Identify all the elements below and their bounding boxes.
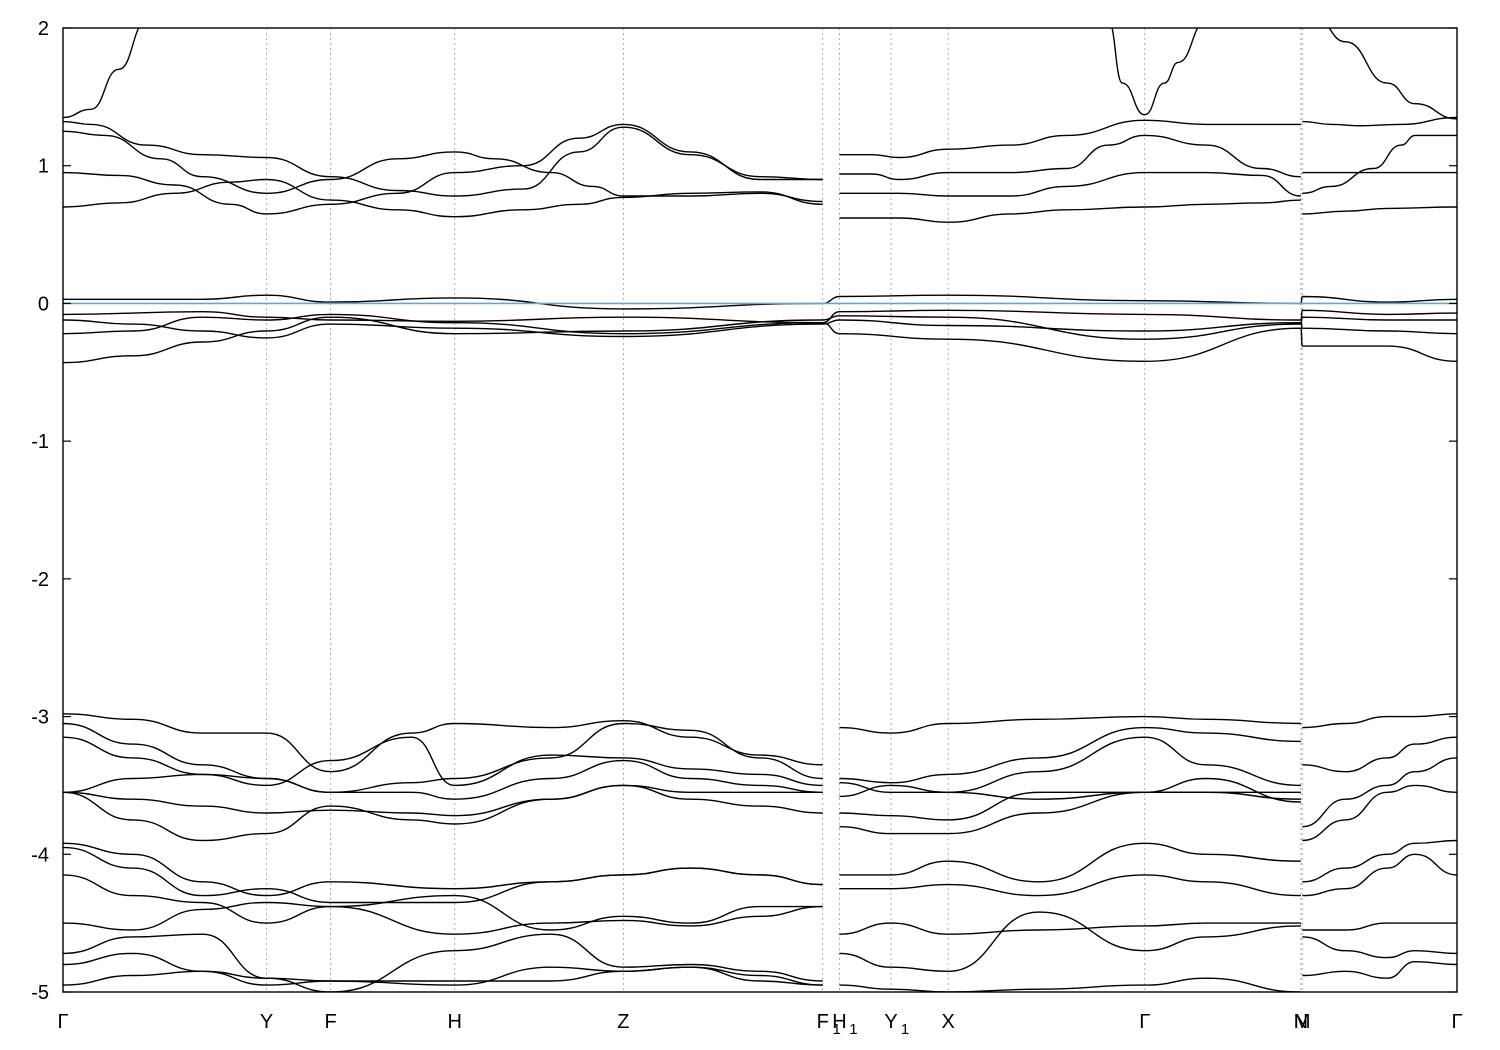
band-line [839, 922, 1301, 935]
band-line [63, 933, 823, 992]
band-line [839, 782, 1301, 800]
band-line [839, 977, 1301, 992]
band-line [1302, 853, 1457, 897]
band-line [63, 130, 823, 203]
band-line [1302, 784, 1457, 842]
band-line [63, 722, 823, 794]
band-line [1302, 206, 1457, 215]
band-line [839, 736, 1301, 798]
x-tick-label: Γ [57, 1011, 68, 1033]
x-tick-label: F [325, 1011, 337, 1033]
band-line [63, 178, 823, 218]
band-line [63, 759, 823, 800]
kpoint-divider-lines [266, 28, 1303, 992]
x-tick-label: Γ [1139, 1011, 1150, 1033]
x-tick-label: F [817, 1011, 829, 1033]
x-tick-label: M [1294, 1011, 1311, 1033]
band-line [1111, 28, 1199, 116]
band-line [839, 134, 1301, 181]
band-line [839, 777, 1301, 821]
y-tick-label: -5 [31, 982, 49, 1004]
x-tick-label: H [832, 1011, 846, 1033]
band-line [1302, 960, 1457, 979]
band-line [63, 294, 1457, 310]
band-line [839, 842, 1301, 883]
x-tick-label: Γ [1451, 1011, 1462, 1033]
band-line [839, 874, 1301, 897]
band-line [63, 901, 823, 935]
band-line [63, 966, 823, 986]
band-line [1302, 922, 1457, 931]
band-line [1302, 736, 1457, 773]
y-tick-label: 2 [38, 18, 49, 40]
band-line [1302, 134, 1457, 194]
band-line [63, 123, 823, 215]
band-line [63, 309, 1457, 324]
band-line [63, 736, 823, 787]
band-line [839, 911, 1301, 973]
x-tick-label: Z [617, 1011, 629, 1033]
band-line [839, 726, 1301, 784]
band-line [1302, 839, 1457, 883]
x-tick-label: N [1294, 1011, 1308, 1033]
y-tick-label: -1 [31, 431, 49, 453]
y-tick-label: -2 [31, 569, 49, 591]
band-line [63, 784, 823, 842]
x-tick-subscript: 1 [849, 1021, 857, 1038]
band-line [1302, 936, 1457, 959]
band-line [839, 791, 1301, 835]
band-line [1302, 116, 1457, 127]
band-line [839, 119, 1301, 159]
band-line [1302, 713, 1457, 729]
band-line [839, 199, 1301, 223]
x-tick-subscript: 1 [901, 1021, 909, 1038]
band-line [63, 28, 140, 119]
y-tick-label: -4 [31, 844, 49, 866]
y-tick-label: 1 [38, 156, 49, 178]
band-line [1302, 757, 1457, 828]
band-line [1328, 28, 1457, 120]
x-tick-label: H [447, 1011, 461, 1033]
band-line [63, 313, 1457, 363]
band-line [839, 715, 1301, 734]
band-line [63, 874, 823, 931]
y-axis-ticks: 2 1 0 -1 -2 -3 -4 -5 [31, 18, 1457, 1004]
x-tick-label: Y [884, 1011, 897, 1033]
band-line [63, 713, 823, 773]
x-axis-ticks: Γ Y F H Z F 1H 1 Y 1 X Γ NM Γ [57, 1011, 1462, 1038]
x-tick-subscript: 1 [833, 1021, 841, 1038]
band-line [63, 784, 823, 817]
band-line [63, 315, 1457, 364]
band-line [63, 120, 823, 197]
x-tick-label: X [942, 1011, 955, 1033]
x-tick-label: Y [260, 1011, 273, 1033]
y-tick-label: -3 [31, 707, 49, 729]
band-lines [63, 28, 1457, 992]
band-line [839, 171, 1301, 197]
plot-frame [62, 27, 1458, 993]
y-tick-label: 0 [38, 293, 49, 315]
band-line [63, 846, 823, 904]
